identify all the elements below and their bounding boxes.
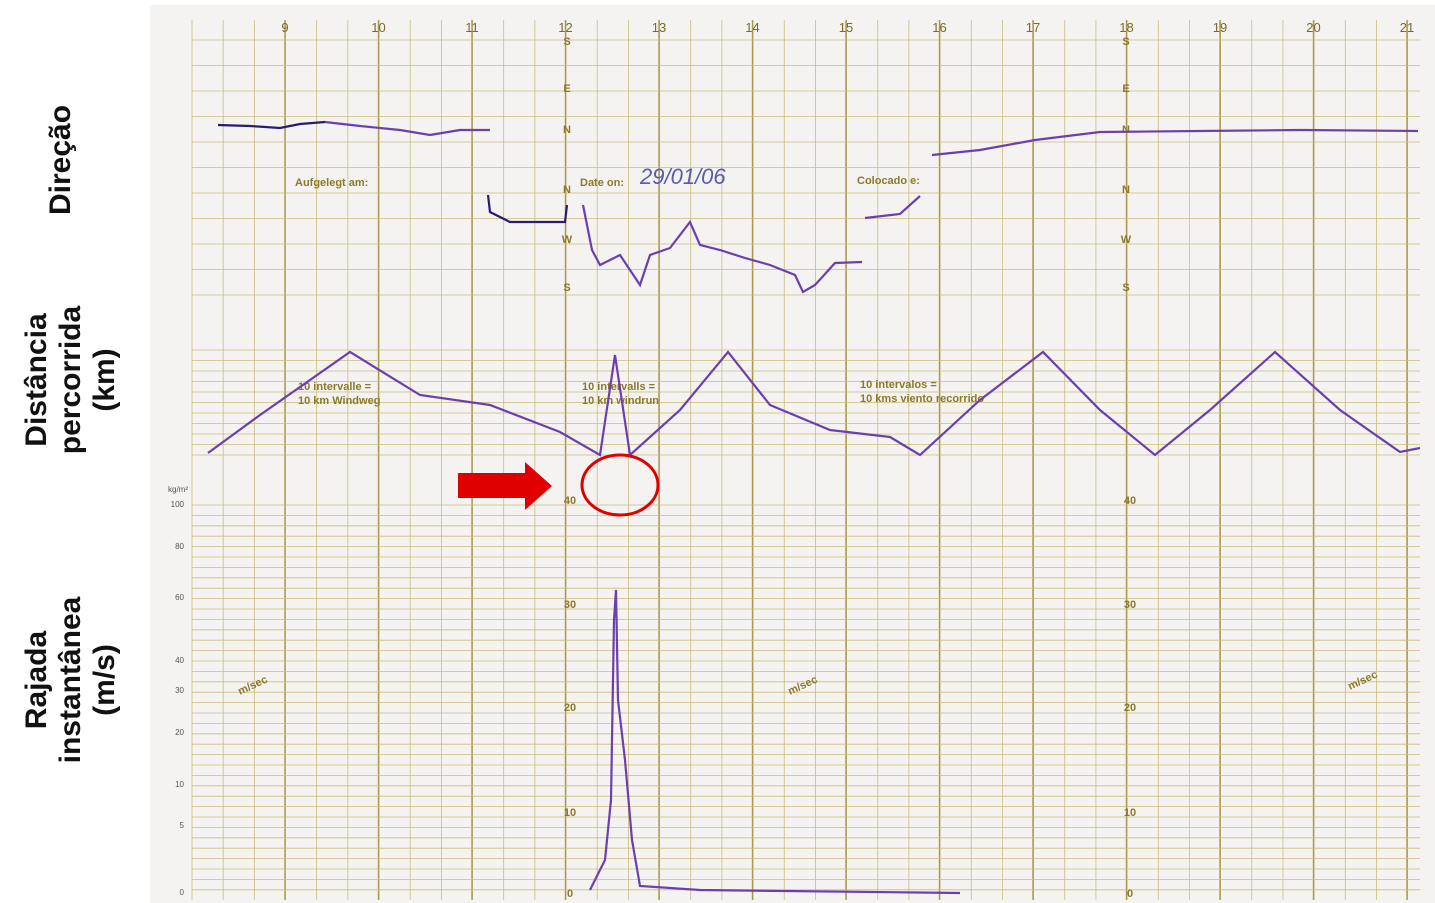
- hour-label: 16: [932, 20, 946, 35]
- interval-note: 10 kms viento recorrido: [860, 393, 984, 405]
- distance-trace: [207, 350, 1421, 458]
- form-field: Aufgelegt am:: [295, 177, 368, 189]
- direction-letter: N: [1122, 184, 1130, 196]
- left-scale-label: 60: [175, 593, 184, 602]
- direction-letter: S: [563, 282, 570, 294]
- side-label: instantânea: [54, 596, 87, 763]
- direction-trace: [931, 128, 1419, 157]
- left-scale-label: 10: [175, 780, 184, 789]
- gust-scale-label: 30: [1124, 599, 1136, 611]
- gust-scale-label: 0: [567, 888, 573, 900]
- direction-letter: N: [1122, 124, 1130, 136]
- interval-note: 10 intervalle =: [298, 381, 371, 393]
- hour-label: 17: [1026, 20, 1040, 35]
- direction-trace: [217, 120, 326, 130]
- hour-label: 20: [1306, 20, 1320, 35]
- direction-letter: N: [563, 184, 571, 196]
- hour-label: 21: [1400, 20, 1414, 35]
- side-label: Direção: [44, 105, 77, 215]
- direction-letter: W: [562, 234, 573, 246]
- gust-scale-label: 40: [564, 495, 576, 507]
- left-scale-label: 30: [175, 686, 184, 695]
- gust-scale-label: 20: [1124, 702, 1136, 714]
- direction-trace: [324, 120, 490, 137]
- gust-scale-label: 40: [1124, 495, 1136, 507]
- left-scale-label: 100: [171, 500, 185, 509]
- red-circle: [580, 453, 660, 517]
- gust-scale-label: 30: [564, 599, 576, 611]
- hour-label: 9: [281, 20, 288, 35]
- gust-scale-label: 20: [564, 702, 576, 714]
- direction-letter: W: [1121, 234, 1132, 246]
- form-field: Colocado e:: [857, 175, 920, 187]
- left-scale-label: 80: [175, 542, 184, 551]
- form-field: Date on:: [580, 177, 624, 189]
- direction-letter: E: [563, 83, 570, 95]
- side-label: percorrida: [54, 305, 87, 454]
- hour-label: 12: [558, 20, 572, 35]
- hour-label: 15: [839, 20, 853, 35]
- side-label: (m/s): [88, 644, 121, 716]
- red-arrow: [458, 462, 552, 510]
- interval-note: 10 intervalos =: [860, 379, 937, 391]
- grid: [191, 20, 1420, 900]
- interval-note: 10 km windrun: [582, 395, 659, 407]
- hour-label: 18: [1119, 20, 1133, 35]
- interval-note: 10 intervalls =: [582, 381, 655, 393]
- gust-trace: [589, 589, 961, 895]
- gust-scale-label: 10: [1124, 807, 1136, 819]
- gust-scale-label: 10: [564, 807, 576, 819]
- direction-letter: S: [1122, 282, 1129, 294]
- hour-label: 14: [745, 20, 759, 35]
- hour-label: 11: [465, 20, 479, 35]
- hour-label: 10: [371, 20, 385, 35]
- direction-trace: [581, 204, 863, 294]
- paper: [150, 5, 1435, 903]
- side-label: (km): [88, 348, 121, 411]
- handwritten-date: 29/01/06: [639, 164, 726, 189]
- left-scale-label: 40: [175, 656, 184, 665]
- left-scale-unit: kg/m²: [168, 485, 188, 494]
- direction-trace: [864, 195, 921, 220]
- hour-label: 13: [652, 20, 666, 35]
- direction-letter: S: [563, 36, 570, 48]
- direction-letter: E: [1122, 83, 1129, 95]
- left-scale-label: 0: [180, 888, 185, 897]
- gust-scale-label: 0: [1127, 888, 1133, 900]
- direction-letter: N: [563, 124, 571, 136]
- side-label: Distância: [20, 313, 53, 447]
- side-label: Rajada: [20, 631, 53, 730]
- direction-trace: [486, 194, 569, 224]
- left-scale-label: 5: [180, 821, 185, 830]
- left-scale-label: 20: [175, 728, 184, 737]
- interval-note: 10 km Windweg: [298, 395, 380, 407]
- hour-label: 19: [1213, 20, 1227, 35]
- direction-letter: S: [1122, 36, 1129, 48]
